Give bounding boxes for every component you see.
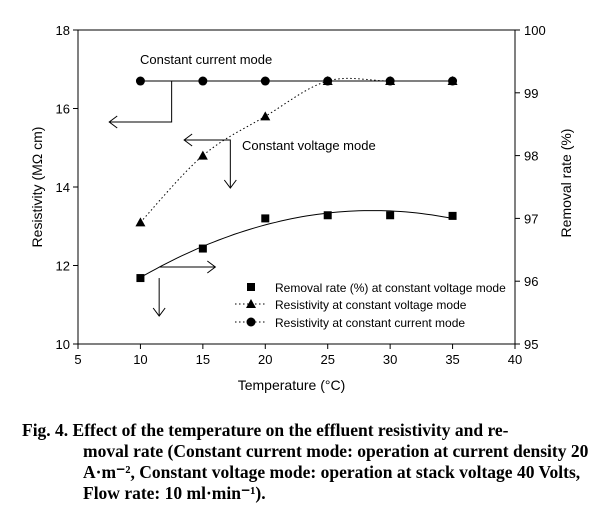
legend: Removal rate (%) at constant voltage mod… bbox=[235, 281, 506, 330]
y-right-axis-label: Removal rate (%) bbox=[558, 129, 574, 238]
constant-voltage-down-arrow-head bbox=[223, 179, 237, 189]
y-left-tick-label: 16 bbox=[56, 102, 70, 117]
removal-rate-point bbox=[261, 214, 270, 223]
removal-rate-point bbox=[136, 274, 145, 283]
x-axis-label: Temperature (°C) bbox=[238, 377, 346, 393]
removal-rate-point bbox=[198, 244, 207, 253]
x-tick-label: 15 bbox=[196, 352, 210, 367]
constant-current-resistivity-point bbox=[135, 76, 145, 86]
caption-lead: Fig. 4. Effect of the temperature on the… bbox=[22, 420, 509, 440]
constant-voltage-arrow-line bbox=[184, 139, 231, 188]
constant-current-resistivity-point bbox=[448, 76, 458, 86]
y-right-tick-label: 97 bbox=[524, 211, 538, 226]
annotation-layer: Constant current mode Constant voltage mo… bbox=[108, 52, 376, 317]
y-right-tick-label: 100 bbox=[524, 23, 546, 38]
caption-rest: moval rate (Constant current mode: opera… bbox=[83, 441, 589, 503]
y-right-tick-label: 96 bbox=[524, 274, 538, 289]
chart: 5 10 15 20 25 30 35 40 10 12 14 16 18 95 96 97 98 99 100 Te… bbox=[29, 23, 574, 393]
y-left-tick-label: 14 bbox=[56, 180, 70, 195]
y-left-axis-label: Resistivity (MΩ cm) bbox=[29, 127, 45, 248]
x-tick-label: 10 bbox=[133, 352, 147, 367]
x-tick-label: 5 bbox=[74, 352, 81, 367]
constant-current-resistivity-point bbox=[260, 76, 270, 86]
constant-current-resistivity-point bbox=[198, 76, 208, 86]
constant-voltage-resistivity-point bbox=[260, 111, 271, 121]
y-left-tick-label: 10 bbox=[56, 337, 70, 352]
y-right-tick-label: 99 bbox=[524, 86, 538, 101]
removal-rate-down-arrow-head bbox=[152, 307, 166, 317]
plot-frame bbox=[77, 29, 516, 345]
x-tick-label: 20 bbox=[258, 352, 272, 367]
y-left-tick-label: 12 bbox=[56, 259, 70, 274]
constant-current-resistivity-point bbox=[323, 76, 333, 86]
legend-label: Removal rate (%) at constant voltage mod… bbox=[275, 281, 506, 295]
legend-marker-square bbox=[247, 283, 255, 291]
annotation-constant-voltage-mode: Constant voltage mode bbox=[242, 138, 376, 153]
constant-current-resistivity-point bbox=[385, 76, 395, 86]
legend-marker-triangle bbox=[246, 299, 256, 308]
constant-voltage-resistivity-point bbox=[197, 150, 208, 160]
constant-current-arrow-head bbox=[108, 115, 118, 129]
legend-label: Resistivity at constant voltage mode bbox=[275, 298, 467, 312]
constant-voltage-resistivity-point bbox=[135, 217, 146, 227]
annotation-constant-current-mode: Constant current mode bbox=[140, 52, 272, 67]
axes: 5 10 15 20 25 30 35 40 10 12 14 16 18 95 96 97 98 99 100 Te… bbox=[29, 23, 574, 393]
removal-rate-fit-curve bbox=[140, 210, 453, 279]
legend-marker-circle bbox=[246, 317, 256, 327]
removal-rate-right-arrow-head bbox=[207, 260, 217, 274]
removal-rate-point bbox=[448, 211, 457, 220]
x-tick-label: 35 bbox=[445, 352, 459, 367]
x-tick-label: 30 bbox=[383, 352, 397, 367]
x-tick-label: 25 bbox=[320, 352, 334, 367]
y-right-tick-label: 95 bbox=[524, 337, 538, 352]
removal-rate-point bbox=[386, 211, 395, 220]
series-layer bbox=[135, 76, 458, 283]
removal-rate-point bbox=[323, 211, 332, 220]
constant-current-arrow-line bbox=[109, 81, 173, 123]
figure-caption: Fig. 4. Effect of the temperature on the… bbox=[22, 420, 592, 504]
constant-voltage-left-arrow-head bbox=[183, 133, 193, 147]
y-left-tick-label: 18 bbox=[56, 23, 70, 38]
x-tick-label: 40 bbox=[508, 352, 522, 367]
y-right-tick-label: 98 bbox=[524, 149, 538, 164]
legend-label: Resistivity at constant current mode bbox=[275, 316, 465, 330]
